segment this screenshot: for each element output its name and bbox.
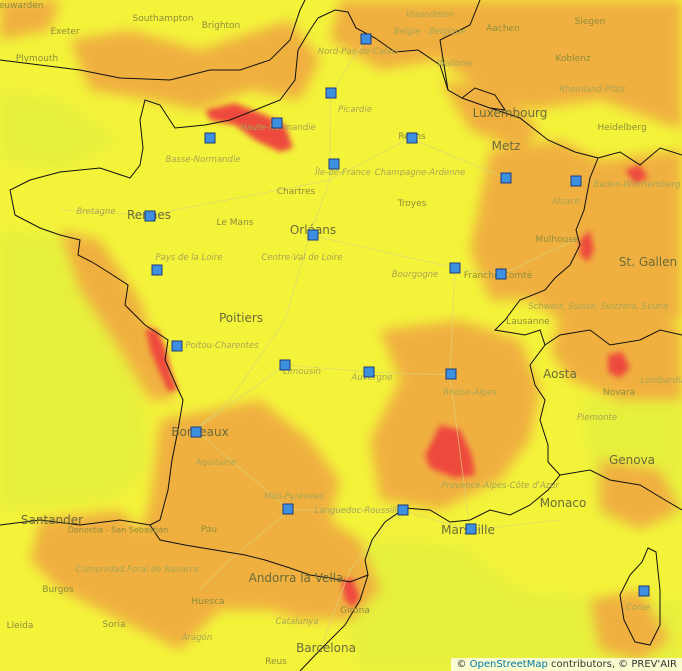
uk-coast bbox=[0, 0, 306, 81]
station-marker[interactable] bbox=[406, 132, 418, 144]
spain-coast-north bbox=[0, 519, 151, 526]
germany-swiss-border bbox=[597, 147, 682, 166]
belgium-germany-border bbox=[439, 0, 481, 91]
map-attribution: © OpenStreetMap contributors, © PREV'AIR bbox=[451, 658, 682, 671]
station-marker[interactable] bbox=[570, 175, 582, 187]
station-marker[interactable] bbox=[328, 158, 340, 170]
station-marker[interactable] bbox=[465, 523, 477, 535]
station-marker[interactable] bbox=[271, 117, 283, 129]
station-marker[interactable] bbox=[445, 368, 457, 380]
france-border bbox=[149, 9, 599, 583]
station-marker[interactable] bbox=[279, 359, 291, 371]
station-marker[interactable] bbox=[204, 132, 216, 144]
luxembourg-border bbox=[461, 87, 507, 111]
france-coast bbox=[9, 17, 319, 526]
station-marker[interactable] bbox=[360, 33, 372, 45]
station-marker[interactable] bbox=[307, 229, 319, 241]
swiss-italy-border bbox=[544, 329, 682, 346]
osm-link[interactable]: OpenStreetMap bbox=[469, 659, 548, 670]
spain-coast-east bbox=[299, 574, 369, 671]
station-marker[interactable] bbox=[500, 172, 512, 184]
station-marker[interactable] bbox=[282, 503, 294, 515]
station-marker[interactable] bbox=[449, 262, 461, 274]
station-marker[interactable] bbox=[638, 585, 650, 597]
station-marker[interactable] bbox=[397, 504, 409, 516]
station-marker[interactable] bbox=[363, 366, 375, 378]
station-marker[interactable] bbox=[144, 210, 156, 222]
station-marker[interactable] bbox=[190, 426, 202, 438]
corsica-coast bbox=[619, 547, 661, 646]
station-marker[interactable] bbox=[171, 340, 183, 352]
very-high-zones bbox=[145, 103, 648, 608]
attribution-prefix: © bbox=[456, 659, 467, 670]
attribution-suffix: contributors, © PREV'AIR bbox=[551, 659, 677, 670]
italy-coast bbox=[559, 469, 682, 511]
station-marker[interactable] bbox=[325, 87, 337, 99]
station-marker[interactable] bbox=[495, 268, 507, 280]
station-marker[interactable] bbox=[151, 264, 163, 276]
road-network bbox=[59, 39, 576, 651]
